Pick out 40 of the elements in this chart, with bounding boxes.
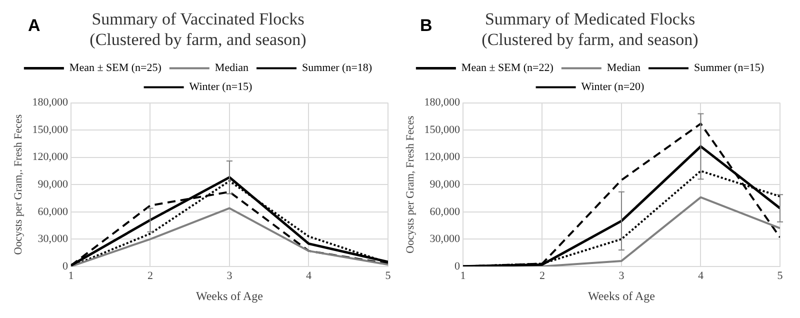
y-tick-label: 60,000 [430, 206, 460, 218]
y-tick-label: 180,000 [32, 96, 68, 109]
chart-title: Summary of Medicated Flocks (Clustered by farm, and season) [482, 10, 698, 50]
y-tick-label: 90,000 [38, 178, 68, 190]
x-tick-label: 5 [385, 270, 392, 282]
x-axis-title: Weeks of Age [588, 288, 655, 303]
legend-label: Summer (n=18) [302, 62, 372, 74]
legend-label: Median [214, 62, 250, 74]
y-tick-label: 30,000 [430, 233, 460, 246]
x-tick-label: 3 [618, 270, 625, 282]
x-tick-label: 4 [698, 270, 704, 282]
legend-label: Mean ± SEM (n=25) [69, 62, 162, 74]
y-axis-title: Oocysts per Gram, Fresh Feces [404, 116, 416, 254]
chart-title: Summary of Vaccinated Flocks (Clustered by farm, and season) [90, 10, 306, 50]
x-axis-title: Weeks of Age [196, 288, 263, 303]
legend-label: Winter (n=20) [581, 81, 645, 94]
y-tick-label: 150,000 [424, 124, 460, 136]
y-axis-title: Oocysts per Gram,. Fresh Feces [12, 114, 24, 255]
y-tick-label: 90,000 [430, 178, 460, 190]
x-tick-label: 2 [147, 270, 153, 282]
y-tick-label: 180,000 [424, 96, 460, 109]
legend-label: Winter (n=15) [189, 81, 253, 94]
y-tick-label: 30,000 [38, 233, 68, 246]
y-tick-label: 60,000 [38, 206, 68, 218]
x-tick-label: 5 [777, 270, 784, 282]
text: B [420, 16, 432, 36]
legend-label: Summer (n=15) [694, 62, 764, 74]
legend-label: Median [606, 62, 642, 74]
y-tick-label: 0 [454, 260, 460, 272]
y-tick-label: 120,000 [32, 151, 68, 164]
x-tick-label: 4 [306, 270, 312, 282]
x-tick-label: 1 [68, 270, 74, 282]
text: A [28, 16, 40, 36]
y-tick-label: 0 [62, 260, 68, 272]
x-tick-label: 2 [539, 270, 545, 282]
y-tick-label: 150,000 [32, 124, 68, 136]
x-tick-label: 3 [226, 270, 233, 282]
legend-label: Mean ± SEM (n=22) [461, 62, 554, 74]
x-tick-label: 1 [460, 270, 466, 282]
y-tick-label: 120,000 [424, 151, 460, 164]
